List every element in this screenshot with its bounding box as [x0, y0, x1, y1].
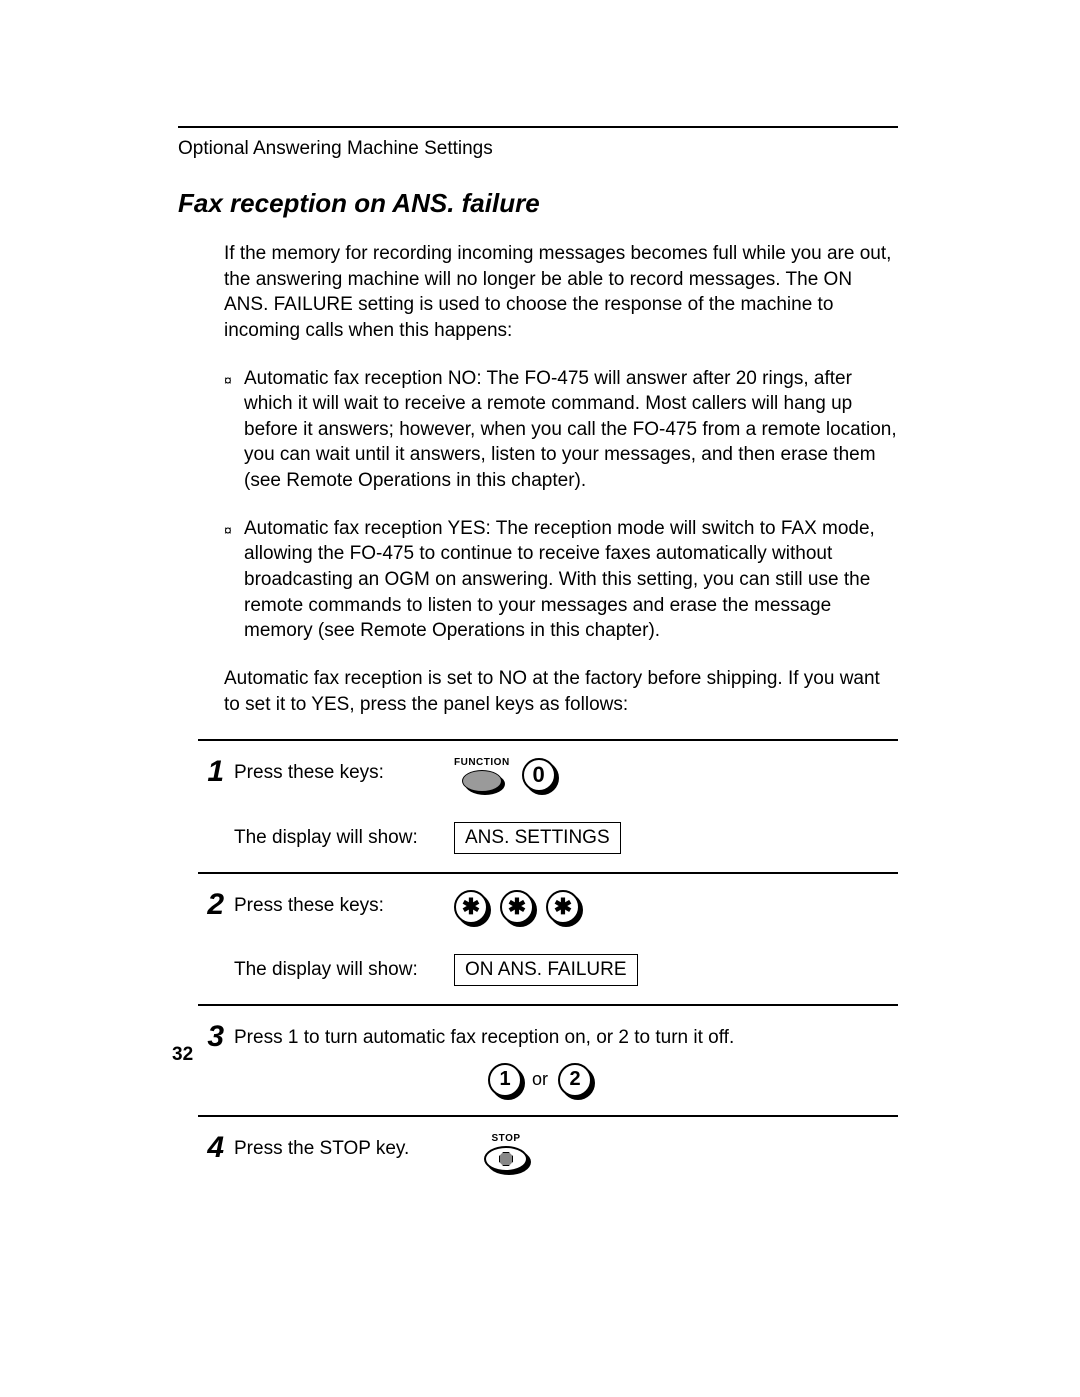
display-box: ANS. SETTINGS: [454, 822, 621, 854]
key-label: 2: [558, 1063, 592, 1097]
one-key: 1: [488, 1063, 522, 1097]
step-display-row: The display will show: ANS. SETTINGS: [234, 822, 898, 854]
step-keys: STOP: [484, 1133, 528, 1172]
key-label: 1: [488, 1063, 522, 1097]
step-4: 4 Press the STOP key. STOP: [198, 1133, 898, 1172]
bullet-item: ¤ Automatic fax reception NO: The FO-475…: [224, 366, 898, 494]
key-label: ✱: [454, 890, 488, 924]
top-rule: [178, 126, 898, 128]
step-separator: [198, 872, 898, 874]
bullet-marker-icon: ¤: [224, 366, 244, 393]
bullet-text: Automatic fax reception YES: The recepti…: [244, 516, 898, 644]
zero-key: 0: [522, 758, 556, 792]
star-key: ✱: [454, 890, 488, 924]
bullet-marker-icon: ¤: [224, 516, 244, 543]
closing-paragraph: Automatic fax reception is set to NO at …: [224, 666, 898, 717]
step-number: 1: [198, 757, 224, 787]
star-key: ✱: [500, 890, 534, 924]
manual-page: Optional Answering Machine Settings Fax …: [0, 0, 1080, 1397]
section-header: Optional Answering Machine Settings: [178, 138, 898, 160]
or-label: or: [532, 1069, 548, 1090]
step-instruction: Press the STOP key.: [234, 1133, 484, 1162]
step-keys: FUNCTION 0: [454, 757, 556, 792]
display-label: The display will show:: [234, 827, 454, 849]
key-label: ✱: [500, 890, 534, 924]
bullet-item: ¤ Automatic fax reception YES: The recep…: [224, 516, 898, 644]
key-label: ✱: [546, 890, 580, 924]
content-block: Optional Answering Machine Settings Fax …: [178, 126, 898, 1172]
two-key: 2: [558, 1063, 592, 1097]
stop-icon: [499, 1152, 513, 1166]
page-title: Fax reception on ANS. failure: [178, 188, 898, 219]
step-instruction: Press 1 to turn automatic fax reception …: [234, 1022, 898, 1051]
function-key-label: FUNCTION: [454, 757, 510, 768]
stop-key: STOP: [484, 1133, 528, 1172]
step-separator: [198, 739, 898, 741]
step-instruction: Press these keys:: [234, 890, 454, 919]
bullet-text: Automatic fax reception NO: The FO-475 w…: [244, 366, 898, 494]
page-number: 32: [172, 1044, 193, 1066]
display-label: The display will show:: [234, 959, 454, 981]
intro-paragraph: If the memory for recording incoming mes…: [224, 241, 898, 344]
step-keys: ✱ ✱ ✱: [454, 890, 580, 924]
function-key-icon: [462, 770, 502, 792]
function-key: FUNCTION: [454, 757, 510, 792]
display-box: ON ANS. FAILURE: [454, 954, 638, 986]
step-separator: [198, 1115, 898, 1117]
key-label: 0: [522, 758, 556, 792]
step-keys: 1 or 2: [488, 1063, 898, 1097]
stop-key-label: STOP: [491, 1133, 520, 1144]
step-instruction: Press these keys:: [234, 757, 454, 786]
step-number: 3: [198, 1022, 224, 1052]
stop-key-icon: [484, 1146, 528, 1172]
step-1: 1 Press these keys: FUNCTION 0: [198, 757, 898, 792]
step-3: 3 Press 1 to turn automatic fax receptio…: [198, 1022, 898, 1097]
step-2: 2 Press these keys: ✱ ✱ ✱: [198, 890, 898, 924]
step-number: 2: [198, 890, 224, 920]
star-key: ✱: [546, 890, 580, 924]
step-separator: [198, 1004, 898, 1006]
step-number: 4: [198, 1133, 224, 1163]
step-display-row: The display will show: ON ANS. FAILURE: [234, 954, 898, 986]
